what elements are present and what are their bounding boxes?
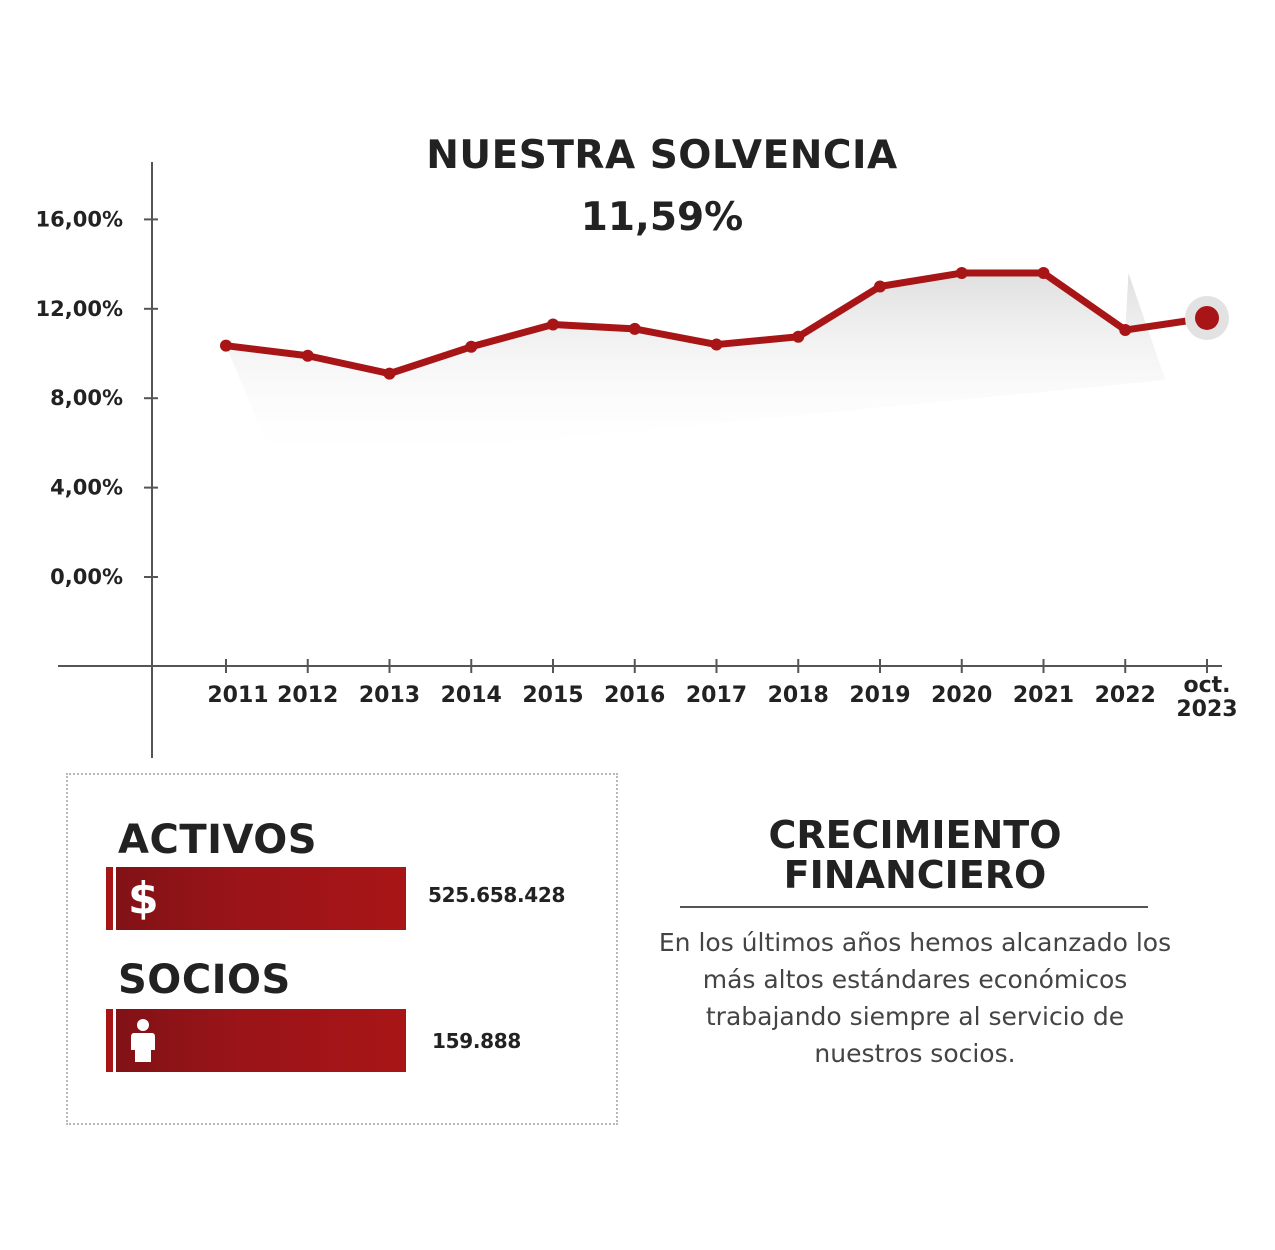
y-tick-label: 4,00% (50, 476, 123, 500)
y-tick-label: 16,00% (36, 207, 123, 231)
solvency-chart: 0,00% 4,00% 8,00% 12,00% 16,00% 2011 2012 2013 2… (36, 162, 1238, 758)
x-tick-label: 2021 (1013, 683, 1074, 708)
data-point (710, 338, 723, 351)
x-tick-label: 2022 (1095, 683, 1156, 708)
data-point (874, 280, 886, 293)
data-point (955, 267, 968, 280)
x-tick-label: 2018 (768, 683, 829, 708)
growth-description: En los últimos años hemos alcanzado los … (658, 928, 1172, 1068)
y-tick-label: 0,00% (50, 565, 123, 589)
socios-bar (106, 1009, 406, 1072)
x-tick-label: 2012 (277, 683, 338, 708)
current-solvency-value: 11,59% (580, 195, 744, 240)
y-tick-label: 8,00% (50, 386, 123, 410)
data-point (1119, 324, 1132, 337)
highlight-point (1195, 305, 1219, 330)
x-tick-label: 2014 (441, 683, 502, 708)
x-tick-label: 2017 (686, 683, 747, 708)
data-point (1037, 267, 1050, 280)
data-point (383, 367, 396, 380)
growth-title: CRECIMIENTO FINANCIERO (700, 815, 1130, 895)
activos-value: 525.658.428 (428, 883, 566, 907)
growth-divider (680, 906, 1148, 908)
growth-title-line1: CRECIMIENTO (768, 813, 1062, 857)
x-tick-label: 2020 (931, 683, 992, 708)
activos-label: ACTIVOS (118, 817, 318, 863)
stats-box: ACTIVOS $ 525.658.428 SOCIOS 159.888 (66, 773, 618, 1125)
data-point (220, 339, 232, 352)
line-shadow (226, 273, 1166, 466)
x-tick-label: 2015 (522, 683, 583, 708)
x-tick-label: 2016 (604, 683, 665, 708)
growth-title-line2: FINANCIERO (783, 853, 1047, 897)
data-point (547, 318, 559, 331)
x-tick-label: oct. 2023 (1176, 673, 1237, 722)
socios-value: 159.888 (432, 1029, 521, 1053)
data-point (792, 330, 805, 343)
activos-bar: $ (106, 867, 406, 930)
data-point (465, 340, 478, 353)
chart-title: NUESTRA SOLVENCIA (426, 133, 898, 178)
x-tick-label: 2019 (849, 683, 910, 708)
person-icon (131, 1019, 155, 1062)
x-tick-label: 2011 (207, 683, 268, 708)
x-tick-label: 2013 (359, 683, 420, 708)
dollar-icon: $ (128, 873, 159, 924)
data-point (301, 349, 314, 362)
socios-label: SOCIOS (118, 957, 291, 1003)
y-tick-label: 12,00% (36, 297, 123, 321)
data-point (628, 322, 641, 335)
